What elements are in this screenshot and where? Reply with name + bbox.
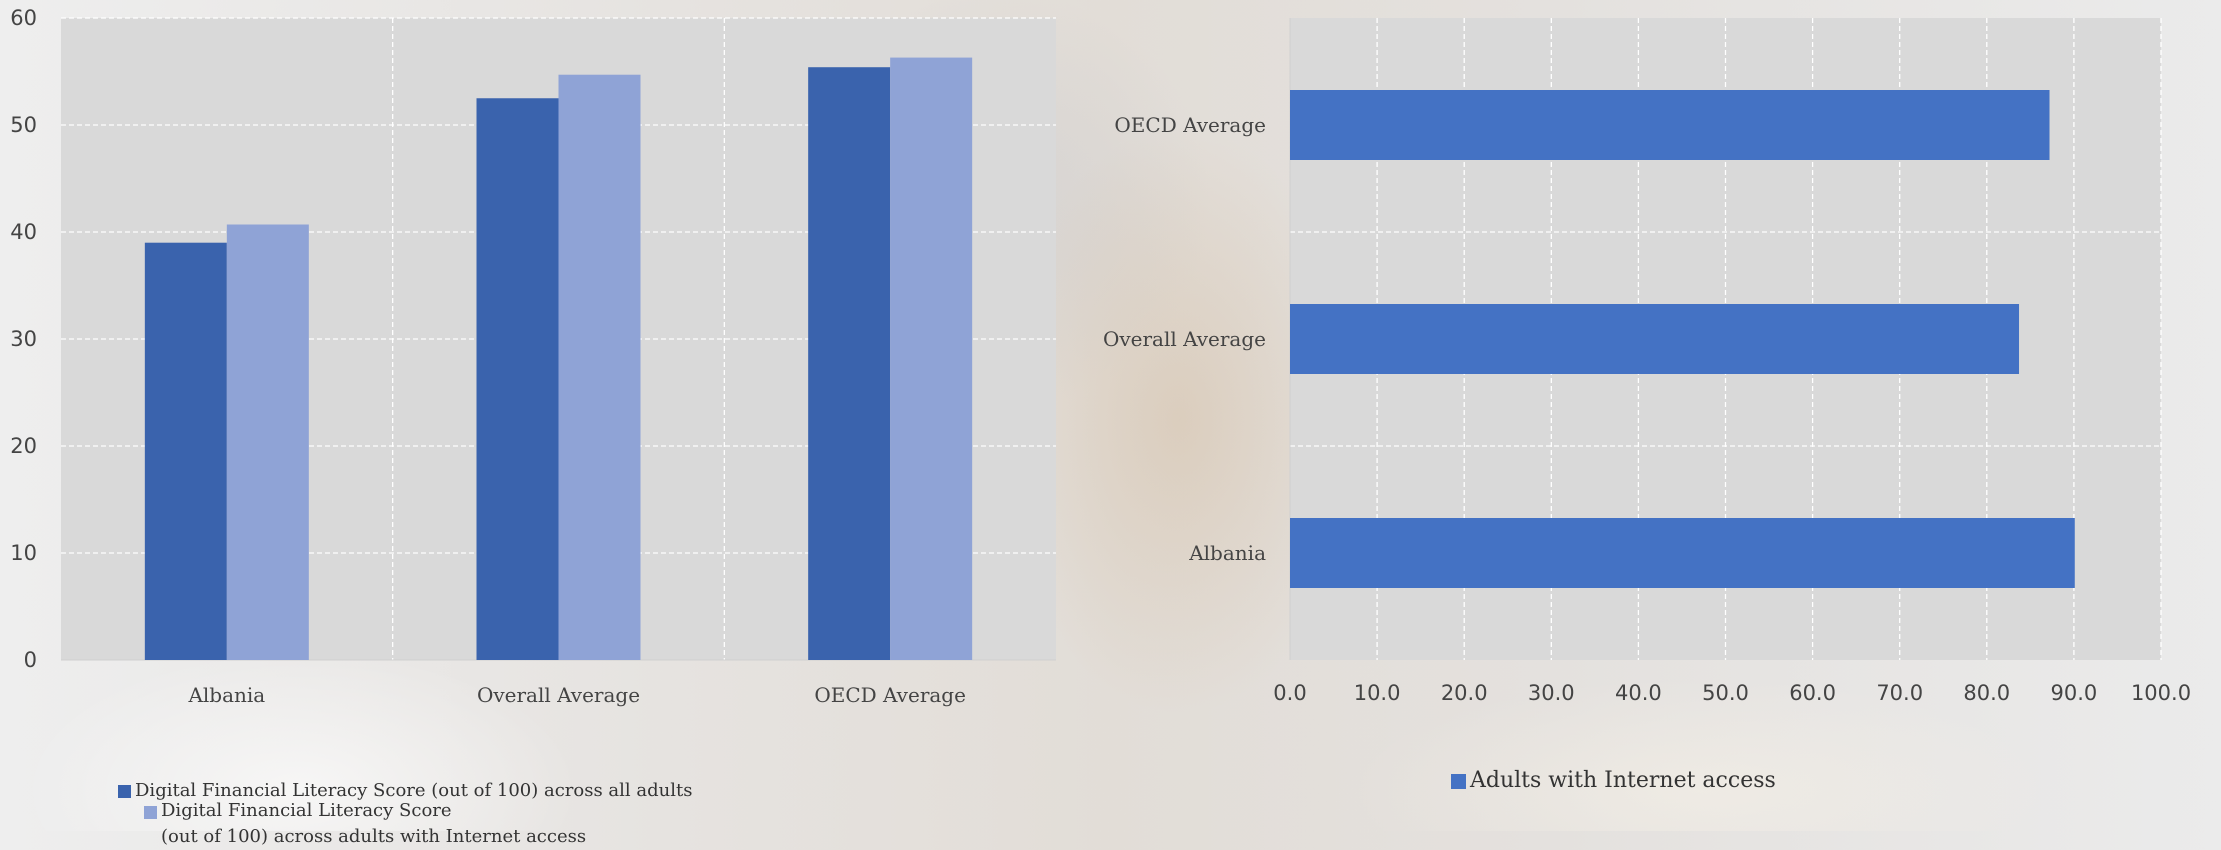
legend-left: Digital Financial Literacy Score (out of…: [118, 780, 1078, 850]
y-axis-category-labels: OECD Average Overall Average Albania: [1103, 113, 1266, 565]
bar: [558, 74, 641, 660]
x-tick-label: 60.0: [1789, 681, 1836, 705]
category-label: Overall Average: [1103, 327, 1266, 351]
legend-label: Digital Financial Literacy Score (out of…: [135, 780, 693, 801]
bar: [890, 57, 973, 660]
legend-label: Adults with Internet access: [1470, 768, 1776, 793]
legend-swatch: [144, 806, 157, 819]
x-tick-label: 20.0: [1441, 681, 1488, 705]
bar: [808, 67, 891, 661]
y-tick-label: 40: [10, 220, 37, 244]
y-tick-label: 30: [10, 327, 37, 351]
x-tick-label: 80.0: [1963, 681, 2010, 705]
category-label: Overall Average: [477, 683, 640, 707]
category-label: Albania: [1188, 541, 1266, 565]
legend-right: Adults with Internet access: [1451, 768, 1776, 793]
category-label: Albania: [187, 683, 265, 707]
legend-item-internet-adults: Digital Financial Literacy Score (out of…: [144, 800, 587, 850]
x-tick-label: 10.0: [1354, 681, 1401, 705]
x-tick-label: 100.0: [2131, 681, 2191, 705]
bar: [1290, 90, 2050, 160]
bar-chart-internet-access: 0.0 10.0 20.0 30.0 40.0 50.0 60.0 70.0 80.0 90.0 1…: [1103, 18, 2191, 705]
x-axis-tick-labels: 0.0 10.0 20.0 30.0 40.0 50.0 60.0 70.0 80.0 90.0 1…: [1273, 681, 2191, 705]
legend-label-line1: Digital Financial Literacy Score: [161, 800, 452, 821]
x-tick-label: 70.0: [1876, 681, 1923, 705]
bar: [144, 242, 227, 660]
bars: [1290, 90, 2075, 588]
legend-label-line2: (out of 100) across adults with Internet…: [161, 826, 587, 847]
y-tick-label: 50: [10, 113, 37, 137]
category-label: OECD Average: [814, 683, 966, 707]
x-axis-category-labels: Albania Overall Average OECD Average: [187, 683, 966, 707]
legend-swatch: [118, 785, 131, 798]
x-tick-label: 90.0: [2051, 681, 2098, 705]
x-tick-label: 50.0: [1702, 681, 1749, 705]
x-tick-label: 30.0: [1528, 681, 1575, 705]
bar: [1290, 518, 2075, 588]
bar: [476, 98, 559, 660]
x-tick-label: 40.0: [1615, 681, 1662, 705]
y-tick-label: 0: [24, 648, 37, 672]
category-label: OECD Average: [1114, 113, 1266, 137]
y-tick-label: 60: [10, 6, 37, 30]
bar-chart-digital-financial-literacy: 0 10 20 30 40 50 60 Albania Overall Average OECD…: [10, 6, 1056, 707]
y-axis-tick-labels: 0 10 20 30 40 50 60: [10, 6, 37, 672]
bar: [226, 224, 309, 660]
x-tick-label: 0.0: [1273, 681, 1306, 705]
bar: [1290, 304, 2020, 374]
legend-swatch: [1451, 774, 1466, 789]
y-tick-label: 10: [10, 541, 37, 565]
bars: [144, 57, 973, 661]
legend-item-all-adults: Digital Financial Literacy Score (out of…: [118, 780, 692, 801]
y-tick-label: 20: [10, 434, 37, 458]
